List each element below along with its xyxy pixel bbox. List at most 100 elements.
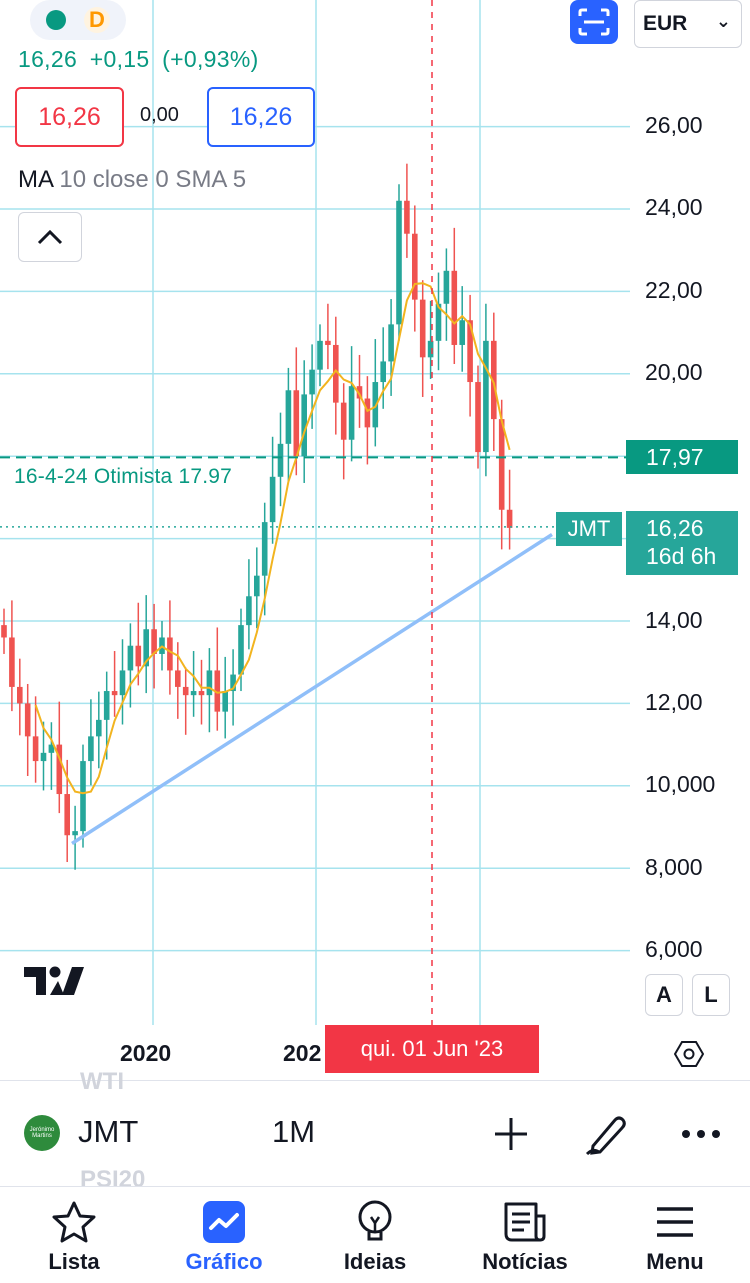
candle-body bbox=[348, 386, 355, 440]
sell-button[interactable]: 16,26 bbox=[15, 87, 124, 147]
candle-body bbox=[40, 752, 47, 762]
candle-body bbox=[151, 629, 157, 654]
collapse-legend-button[interactable] bbox=[18, 212, 82, 262]
more-options-button[interactable] bbox=[676, 1110, 726, 1158]
more-horizontal-icon bbox=[682, 1130, 720, 1138]
chart-settings-hexagon-icon[interactable] bbox=[673, 1040, 705, 1073]
log-scale-button[interactable]: L bbox=[692, 974, 730, 1016]
candle-body bbox=[506, 509, 513, 528]
candle-body bbox=[24, 703, 31, 737]
bottom-navigation: Lista Gráfico Ideias bbox=[0, 1186, 750, 1283]
nav-item-lista[interactable]: Lista bbox=[24, 1187, 124, 1283]
candle-body bbox=[64, 794, 70, 836]
chevron-down-icon: ⌄ bbox=[715, 11, 731, 31]
candle-body bbox=[127, 645, 134, 671]
nav-label: Gráfico bbox=[185, 1249, 263, 1274]
candle-body bbox=[340, 402, 347, 440]
last-price: 16,26 bbox=[18, 46, 78, 72]
candle-body bbox=[333, 344, 339, 403]
menu-icon bbox=[655, 1199, 695, 1245]
price-summary: 16,26 +0,15 (+0,93%) bbox=[18, 46, 265, 73]
y-axis-label: 20,00 bbox=[645, 359, 703, 385]
candle-body bbox=[56, 744, 63, 795]
candle-body bbox=[119, 670, 126, 696]
candle-body bbox=[143, 629, 149, 667]
y-axis-label: 10,000 bbox=[645, 771, 716, 797]
nav-label: Menu bbox=[646, 1249, 704, 1274]
trendline bbox=[71, 533, 553, 845]
candle-body bbox=[238, 625, 244, 675]
crosshair-date-label: qui. 01 Jun '23 bbox=[325, 1025, 539, 1073]
y-axis-label: 26,00 bbox=[645, 112, 703, 138]
candle-body bbox=[261, 522, 268, 576]
drawing-tools-button[interactable] bbox=[582, 1110, 632, 1158]
candle-body bbox=[254, 575, 260, 597]
symbol-name[interactable]: JMT bbox=[78, 1114, 139, 1149]
candle-body bbox=[325, 340, 331, 345]
candle-body bbox=[9, 637, 15, 687]
candle-body bbox=[301, 394, 307, 457]
candle-body bbox=[467, 320, 473, 383]
candle-body bbox=[419, 299, 426, 358]
candle-body bbox=[435, 303, 442, 341]
candle-body bbox=[293, 390, 300, 457]
horizontal-line-label[interactable]: 16-4-24 Otimista 17.97 bbox=[14, 465, 233, 488]
price-chart[interactable] bbox=[0, 0, 750, 1080]
candle-body bbox=[427, 340, 434, 358]
candle-body bbox=[103, 691, 110, 720]
nav-item-grafico[interactable]: Gráfico bbox=[174, 1187, 274, 1283]
current-price-value: 16,26 bbox=[646, 515, 704, 541]
y-axis-label: 8,000 bbox=[645, 854, 703, 880]
candle-body bbox=[459, 320, 465, 345]
symbol-logo[interactable]: Jerónimo Martins bbox=[24, 1115, 60, 1151]
current-price-tag: 16,26 16d 6h bbox=[626, 511, 738, 575]
candle-body bbox=[111, 691, 118, 696]
candle-body bbox=[380, 361, 386, 383]
y-axis-label: 12,00 bbox=[645, 689, 703, 715]
x-axis-label: 2020 bbox=[120, 1040, 172, 1066]
candle-body bbox=[230, 674, 236, 692]
candle-body bbox=[222, 691, 228, 712]
y-axis-label: 6,000 bbox=[645, 936, 703, 962]
candle-body bbox=[364, 398, 371, 428]
fullscreen-button[interactable] bbox=[570, 0, 618, 44]
auto-scale-button[interactable]: A bbox=[645, 974, 683, 1016]
horizontal-line-price-tag: 17,97 bbox=[626, 440, 738, 474]
indicator-legend[interactable]: MA 10 close 0 SMA 5 bbox=[18, 166, 246, 194]
candle-body bbox=[206, 670, 213, 696]
candle-body bbox=[404, 200, 410, 234]
candle-body bbox=[317, 340, 323, 370]
candle-body bbox=[475, 382, 481, 453]
ghost-symbol-above: WTI bbox=[80, 1068, 124, 1095]
nav-item-ideias[interactable]: Ideias bbox=[325, 1187, 425, 1283]
candle-body bbox=[309, 369, 315, 395]
status-pill[interactable]: D bbox=[30, 0, 126, 40]
candle-body bbox=[498, 419, 505, 510]
candle-body bbox=[388, 324, 394, 362]
candle-body bbox=[412, 233, 418, 300]
price-change-pct: (+0,93%) bbox=[162, 46, 259, 72]
nav-item-noticias[interactable]: Notícias bbox=[466, 1187, 584, 1283]
candle-body bbox=[32, 736, 39, 762]
moving-average-line bbox=[34, 282, 511, 795]
candle-body bbox=[246, 596, 252, 626]
candle-body bbox=[17, 686, 23, 704]
candle-body bbox=[396, 200, 402, 325]
indicator-params: 10 close 0 SMA 5 bbox=[59, 166, 247, 193]
interval-selector[interactable]: 1M bbox=[272, 1114, 316, 1149]
buy-button[interactable]: 16,26 bbox=[207, 87, 315, 147]
candle-body bbox=[48, 744, 55, 753]
currency-select[interactable]: EUR ⌄ bbox=[634, 0, 742, 48]
pen-icon bbox=[585, 1116, 626, 1156]
nav-item-menu[interactable]: Menu bbox=[625, 1187, 725, 1283]
market-open-dot-icon bbox=[46, 10, 66, 30]
add-indicator-button[interactable] bbox=[486, 1110, 536, 1158]
news-icon bbox=[502, 1199, 548, 1245]
x-axis-label: 202 bbox=[283, 1040, 322, 1066]
chart-area[interactable]: D EUR ⌄ 16,26 +0,15 (+0,93%) 16,26 0,00 … bbox=[0, 0, 750, 1080]
candle-body bbox=[198, 691, 205, 696]
y-axis-label: 22,00 bbox=[645, 277, 703, 303]
chevron-up-icon bbox=[37, 229, 63, 245]
tradingview-logo-icon[interactable] bbox=[22, 965, 84, 1002]
candle-body bbox=[135, 645, 142, 667]
